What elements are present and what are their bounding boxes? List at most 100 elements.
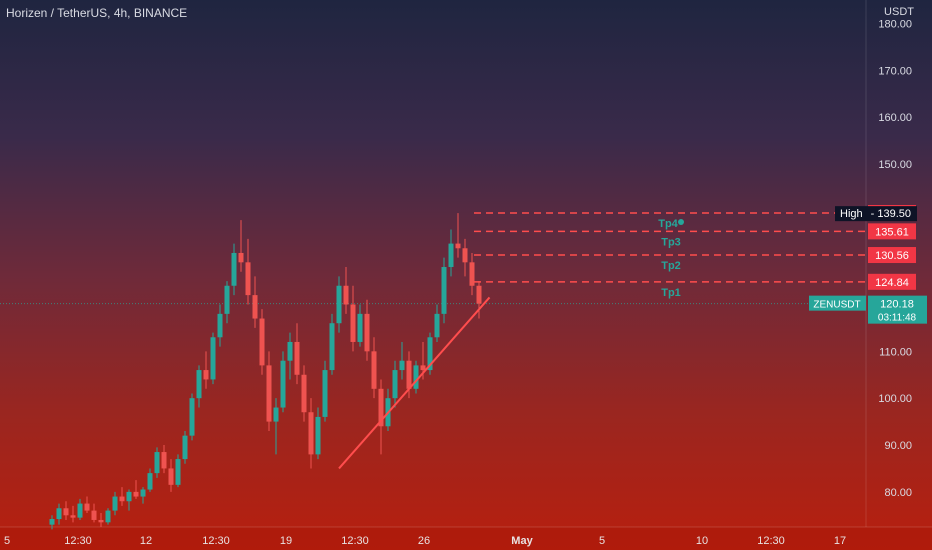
level-price-label: 130.56 (875, 250, 909, 262)
target-label: Tp3 (661, 236, 681, 248)
candle-body[interactable] (273, 407, 279, 422)
candle-body[interactable] (189, 398, 195, 436)
candle-body[interactable] (161, 452, 167, 469)
candle-body[interactable] (378, 388, 384, 427)
candle-countdown-label: 03:11:48 (878, 313, 917, 324)
candle-body[interactable] (322, 370, 328, 417)
candle-body[interactable] (238, 252, 244, 263)
candle-body[interactable] (70, 515, 76, 518)
candle-body[interactable] (476, 285, 482, 304)
candle-body[interactable] (427, 337, 433, 371)
candle-body[interactable] (231, 252, 237, 286)
candle-body[interactable] (343, 285, 349, 305)
y-tick-label: 160.00 (878, 112, 912, 124)
candle-body[interactable] (371, 351, 377, 389)
candle-body[interactable] (98, 519, 104, 523)
y-tick-label: 170.00 (878, 65, 912, 77)
candle-body[interactable] (420, 365, 426, 371)
candle-body[interactable] (462, 248, 468, 263)
candle-body[interactable] (252, 295, 258, 319)
x-tick-label: 12:30 (341, 535, 369, 547)
candle-body[interactable] (119, 496, 125, 502)
support-trendline[interactable] (338, 296, 491, 470)
candle-body[interactable] (105, 510, 111, 523)
candle-body[interactable] (140, 489, 146, 497)
candle-body[interactable] (245, 262, 251, 296)
high-badge-value: - 139.50 (871, 208, 911, 220)
level-price-badge (868, 273, 916, 290)
x-tick-label: 12:30 (202, 535, 230, 547)
candle-body[interactable] (406, 360, 412, 389)
candle-body[interactable] (301, 374, 307, 413)
x-tick-label: 26 (418, 535, 430, 547)
candle-body[interactable] (84, 503, 90, 511)
candle-body[interactable] (112, 496, 118, 511)
y-tick-label: 80.00 (884, 487, 912, 499)
candle-body[interactable] (469, 262, 475, 286)
candle-body[interactable] (364, 313, 370, 352)
candle-body[interactable] (357, 313, 363, 342)
y-tick-label: 100.00 (878, 393, 912, 405)
candle-body[interactable] (441, 267, 447, 314)
price-axis-unit: USDT (884, 6, 914, 18)
candle-body[interactable] (259, 318, 265, 366)
candle-body[interactable] (203, 370, 209, 380)
x-tick-label: 12:30 (757, 535, 785, 547)
candle-body[interactable] (294, 341, 300, 375)
candle-body[interactable] (350, 304, 356, 342)
level-price-badge (868, 223, 916, 240)
tp4-marker (678, 219, 684, 226)
candle-body[interactable] (196, 370, 202, 399)
high-badge-label: High (840, 208, 863, 220)
candle-body[interactable] (63, 508, 69, 516)
candle-body[interactable] (210, 337, 216, 380)
candle-body[interactable] (329, 323, 335, 371)
candle-body[interactable] (147, 473, 153, 490)
candle-body[interactable] (413, 365, 419, 389)
x-tick-label: May (511, 535, 533, 547)
target-label: Tp2 (661, 260, 681, 272)
candle-body[interactable] (315, 416, 321, 455)
candle-body[interactable] (434, 313, 440, 338)
symbol-badge (809, 295, 866, 311)
symbol-badge-label: ZENUSDT (813, 300, 860, 311)
candle-body[interactable] (455, 243, 461, 249)
candle-body[interactable] (91, 510, 97, 520)
candle-body[interactable] (266, 365, 272, 422)
candle-body[interactable] (49, 519, 55, 525)
x-tick-label: 12:30 (64, 535, 92, 547)
candle-body[interactable] (217, 313, 223, 338)
x-tick-label: 5 (4, 535, 10, 547)
time-axis-band (0, 527, 932, 550)
last-price-badge (868, 295, 927, 324)
candle-body[interactable] (175, 459, 181, 485)
x-tick-label: 10 (696, 535, 708, 547)
candle-body[interactable] (133, 491, 139, 497)
candle-body[interactable] (224, 285, 230, 314)
x-tick-label: 19 (280, 535, 292, 547)
candle-body[interactable] (56, 508, 62, 520)
target-label: Tp1 (661, 287, 681, 299)
candle-body[interactable] (287, 341, 293, 361)
candle-body[interactable] (308, 412, 314, 455)
candle-body[interactable] (399, 360, 405, 371)
candle-body[interactable] (392, 370, 398, 399)
y-tick-label: 90.00 (884, 440, 912, 452)
chart-title: Horizen / TetherUS, 4h, BINANCE (6, 6, 188, 20)
candle-body[interactable] (77, 503, 83, 518)
x-tick-label: 17 (834, 535, 846, 547)
candle-body[interactable] (168, 468, 174, 485)
candle-body[interactable] (154, 452, 160, 474)
level-price-badge (868, 247, 916, 264)
y-tick-label: 150.00 (878, 159, 912, 171)
level-price-label: 135.61 (875, 226, 909, 238)
candle-body[interactable] (182, 435, 188, 460)
candle-body[interactable] (448, 243, 454, 268)
candle-body[interactable] (336, 285, 342, 324)
x-tick-label: 5 (599, 535, 605, 547)
x-tick-label: 12 (140, 535, 152, 547)
candle-body[interactable] (280, 360, 286, 408)
candle-body[interactable] (126, 491, 132, 502)
